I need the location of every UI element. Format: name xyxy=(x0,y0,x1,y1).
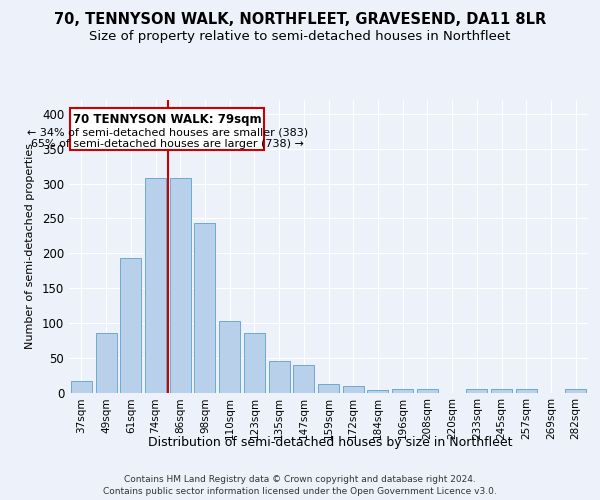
Text: Size of property relative to semi-detached houses in Northfleet: Size of property relative to semi-detach… xyxy=(89,30,511,43)
Bar xyxy=(219,321,240,392)
Bar xyxy=(417,389,438,392)
Text: ← 34% of semi-detached houses are smaller (383): ← 34% of semi-detached houses are smalle… xyxy=(26,128,308,138)
Bar xyxy=(565,389,586,392)
Bar xyxy=(71,380,92,392)
Text: Contains HM Land Registry data © Crown copyright and database right 2024.: Contains HM Land Registry data © Crown c… xyxy=(124,475,476,484)
Bar xyxy=(466,389,487,392)
Bar xyxy=(343,386,364,392)
Text: 65% of semi-detached houses are larger (738) →: 65% of semi-detached houses are larger (… xyxy=(31,140,304,149)
Text: 70, TENNYSON WALK, NORTHFLEET, GRAVESEND, DA11 8LR: 70, TENNYSON WALK, NORTHFLEET, GRAVESEND… xyxy=(54,12,546,28)
Bar xyxy=(194,224,215,392)
Bar xyxy=(516,389,537,392)
Bar xyxy=(269,361,290,392)
Bar xyxy=(392,389,413,392)
Text: Distribution of semi-detached houses by size in Northfleet: Distribution of semi-detached houses by … xyxy=(148,436,512,449)
Bar xyxy=(120,258,141,392)
Bar xyxy=(367,390,388,392)
Bar xyxy=(318,384,339,392)
Bar xyxy=(491,389,512,392)
Bar xyxy=(244,334,265,392)
Bar xyxy=(145,178,166,392)
Bar xyxy=(293,364,314,392)
Bar xyxy=(95,334,116,392)
Bar xyxy=(170,178,191,392)
Text: 70 TENNYSON WALK: 79sqm: 70 TENNYSON WALK: 79sqm xyxy=(73,114,262,126)
Text: Contains public sector information licensed under the Open Government Licence v3: Contains public sector information licen… xyxy=(103,486,497,496)
Y-axis label: Number of semi-detached properties: Number of semi-detached properties xyxy=(25,143,35,350)
